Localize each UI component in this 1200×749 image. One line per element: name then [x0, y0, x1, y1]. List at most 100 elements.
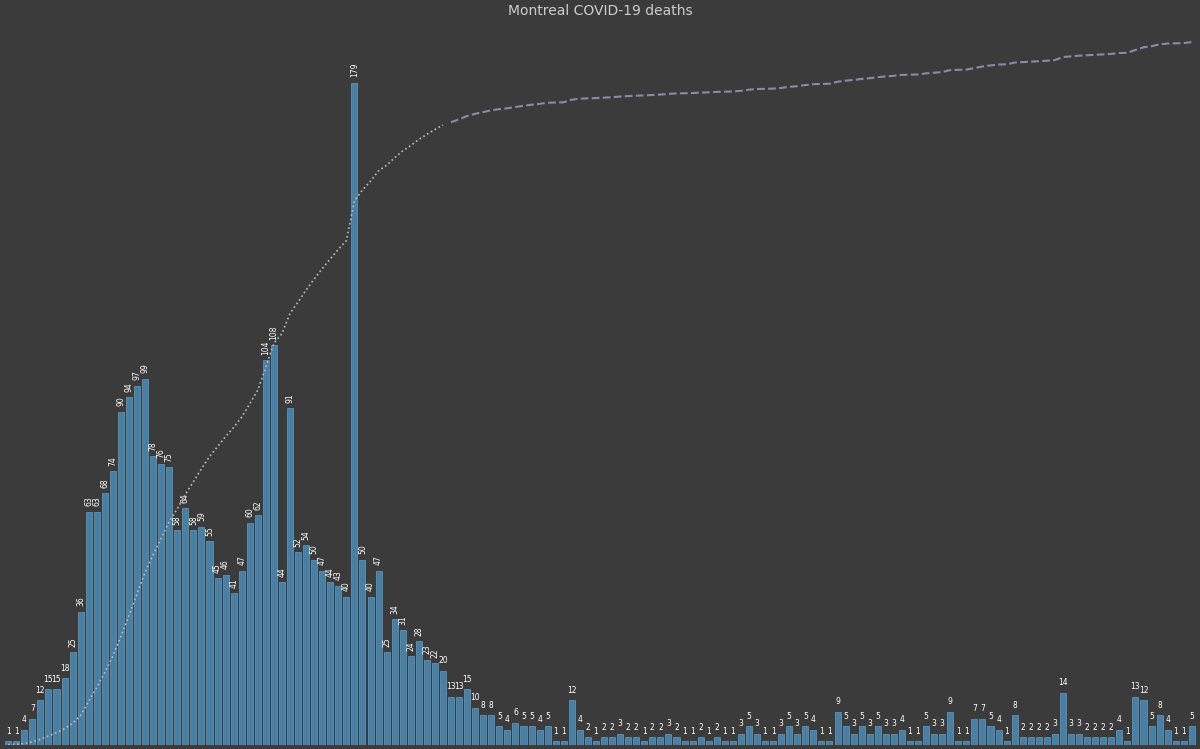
Text: 99: 99 [140, 363, 150, 373]
Bar [682, 741, 688, 745]
Text: 97: 97 [132, 371, 142, 380]
Title: Montreal COVID-19 deaths: Montreal COVID-19 deaths [508, 4, 692, 18]
Text: 45: 45 [214, 563, 222, 573]
Text: 3: 3 [883, 719, 888, 728]
Bar [1165, 730, 1171, 745]
Bar [714, 738, 720, 745]
Bar [1076, 734, 1082, 745]
Text: 1: 1 [14, 727, 19, 736]
Bar [230, 593, 236, 745]
Text: 2: 2 [626, 723, 630, 732]
Text: 5: 5 [844, 712, 848, 721]
Text: 91: 91 [286, 393, 294, 403]
Text: 78: 78 [149, 441, 157, 451]
Text: 3: 3 [931, 719, 936, 728]
Text: 3: 3 [755, 719, 760, 728]
Text: 2: 2 [1085, 723, 1090, 732]
Text: 54: 54 [301, 530, 311, 539]
Bar [697, 738, 703, 745]
Bar [504, 730, 510, 745]
Bar [1044, 738, 1050, 745]
Text: 1: 1 [916, 727, 920, 736]
Bar [110, 471, 116, 745]
Bar [1068, 734, 1074, 745]
Text: 5: 5 [787, 712, 792, 721]
Text: 44: 44 [325, 567, 335, 577]
Text: 36: 36 [76, 596, 85, 606]
Bar [940, 734, 946, 745]
Text: 1: 1 [682, 727, 686, 736]
Bar [1052, 734, 1058, 745]
Text: 2: 2 [674, 723, 679, 732]
Text: 47: 47 [374, 556, 383, 565]
Text: 1: 1 [820, 727, 823, 736]
Text: 1: 1 [553, 727, 558, 736]
Text: 3: 3 [1068, 719, 1074, 728]
Text: 4: 4 [22, 715, 26, 724]
Bar [1181, 741, 1187, 745]
Bar [610, 738, 616, 745]
Text: 2: 2 [658, 723, 662, 732]
Bar [1036, 738, 1042, 745]
Text: 46: 46 [221, 560, 230, 569]
Text: 8: 8 [1157, 701, 1162, 710]
Text: 76: 76 [157, 449, 166, 458]
Text: 43: 43 [334, 571, 343, 580]
Text: 2: 2 [698, 723, 703, 732]
Bar [94, 512, 100, 745]
Bar [569, 700, 575, 745]
Bar [770, 741, 776, 745]
Text: 4: 4 [900, 715, 905, 724]
Text: 1: 1 [707, 727, 712, 736]
Text: 104: 104 [262, 340, 270, 354]
Text: 8: 8 [481, 701, 486, 710]
Bar [528, 727, 534, 745]
Text: 2: 2 [1093, 723, 1098, 732]
Bar [70, 652, 76, 745]
Text: 25: 25 [382, 637, 391, 647]
Text: 3: 3 [868, 719, 872, 728]
Text: 7: 7 [30, 704, 35, 713]
Bar [1148, 727, 1154, 745]
Text: 10: 10 [470, 694, 480, 703]
Text: 75: 75 [164, 452, 174, 462]
Bar [1092, 738, 1098, 745]
Bar [424, 660, 430, 745]
Bar [931, 734, 937, 745]
Text: 179: 179 [350, 63, 359, 77]
Text: 90: 90 [116, 397, 126, 407]
Bar [641, 741, 647, 745]
Text: 62: 62 [253, 500, 263, 510]
Text: 3: 3 [892, 719, 896, 728]
Bar [673, 738, 679, 745]
Bar [545, 727, 551, 745]
Text: 2: 2 [1020, 723, 1025, 732]
Bar [142, 378, 148, 745]
Bar [134, 386, 140, 745]
Text: 1: 1 [1174, 727, 1178, 736]
Bar [287, 408, 293, 745]
Bar [22, 730, 28, 745]
Bar [883, 734, 889, 745]
Text: 20: 20 [438, 656, 448, 665]
Bar [658, 738, 664, 745]
Text: 22: 22 [431, 649, 439, 658]
Bar [497, 727, 503, 745]
Bar [391, 619, 397, 745]
Text: 4: 4 [996, 715, 1001, 724]
Bar [577, 730, 583, 745]
Text: 1: 1 [722, 727, 727, 736]
Text: 5: 5 [1189, 712, 1194, 721]
Text: 2: 2 [634, 723, 638, 732]
Text: 1: 1 [964, 727, 968, 736]
Text: 58: 58 [188, 515, 198, 525]
Bar [46, 689, 52, 745]
Text: 9: 9 [948, 697, 953, 706]
Text: 7: 7 [980, 704, 985, 713]
Text: 3: 3 [851, 719, 856, 728]
Bar [352, 82, 358, 745]
Text: 13: 13 [1130, 682, 1140, 691]
Text: 12: 12 [568, 686, 576, 695]
Text: 12: 12 [1139, 686, 1148, 695]
Bar [367, 597, 373, 745]
